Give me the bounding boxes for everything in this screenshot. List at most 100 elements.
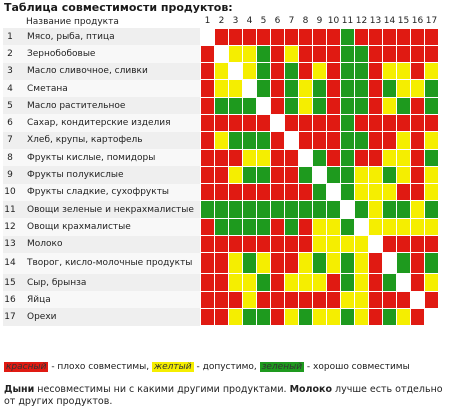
compatibility-cell	[284, 148, 299, 167]
compatibility-cell	[424, 200, 439, 219]
column-number: 5	[260, 16, 267, 27]
compatibility-cell	[312, 131, 327, 150]
compatibility-cell	[354, 96, 369, 115]
column-number: 9	[316, 16, 323, 27]
compatibility-cell	[410, 113, 425, 133]
column-number: 8	[302, 16, 309, 27]
note-melons: Дыни	[4, 384, 35, 395]
compatibility-cell	[354, 200, 369, 219]
compatibility-cell	[284, 217, 299, 237]
compatibility-cell	[424, 183, 439, 202]
compatibility-cell	[270, 200, 285, 219]
compatibility-cell	[200, 131, 215, 150]
compatibility-cell	[228, 79, 243, 98]
compatibility-cell	[270, 79, 285, 98]
compatibility-cell	[242, 113, 257, 133]
column-number: 10	[327, 16, 340, 27]
compatibility-cell	[270, 27, 285, 46]
compatibility-cell	[242, 290, 257, 309]
compatibility-cell	[368, 307, 383, 327]
compatibility-cell	[242, 44, 257, 64]
compatibility-cell	[326, 290, 341, 309]
compatibility-cell	[228, 183, 243, 202]
compatibility-cell	[256, 96, 271, 115]
compatibility-cell	[214, 200, 229, 219]
compatibility-cell	[382, 165, 397, 185]
compatibility-cell	[368, 183, 383, 202]
compatibility-cell	[228, 44, 243, 64]
product-name: Сметана	[17, 79, 201, 98]
compatibility-cell	[284, 131, 299, 150]
legend: красный - плохо совместимы, желтый - доп…	[4, 362, 410, 372]
compatibility-cell	[214, 131, 229, 150]
compatibility-cell	[396, 217, 411, 237]
compatibility-cell	[354, 252, 369, 275]
compatibility-cell	[354, 217, 369, 237]
compatibility-cell	[396, 307, 411, 327]
row-number: 8	[3, 149, 17, 167]
compatibility-table: Название продукта 1 2 3 4 5 6 7 8 9 10 11 12 13 14 15 1…	[3, 15, 439, 327]
table-row: 13 Молоко	[3, 235, 439, 254]
product-name: Фрукты кислые, помидоры	[17, 149, 201, 167]
compatibility-cell	[410, 96, 425, 115]
compatibility-cell	[270, 307, 285, 327]
note-text-1: несовместимы ни с какими другими продукт…	[34, 384, 290, 395]
product-name: Овощи крахмалистые	[17, 218, 201, 236]
compatibility-cell	[270, 217, 285, 237]
column-number: 2	[218, 16, 225, 27]
row-number: 10	[3, 183, 17, 201]
compatibility-cell	[298, 217, 313, 237]
compatibility-cell	[326, 273, 341, 292]
compatibility-cell	[256, 79, 271, 98]
compatibility-cell	[340, 252, 355, 275]
compatibility-cell	[340, 235, 355, 254]
compatibility-cell	[424, 44, 439, 64]
page-title: Таблица совместимости продуктов:	[4, 1, 233, 14]
product-name: Мясо, рыба, птица	[17, 28, 201, 46]
compatibility-cell	[242, 273, 257, 292]
compatibility-cell	[312, 165, 327, 185]
compatibility-cell	[312, 252, 327, 275]
compatibility-cell	[242, 96, 257, 115]
compatibility-cell	[298, 131, 313, 150]
compatibility-cell	[214, 235, 229, 254]
compatibility-cell	[298, 290, 313, 309]
compatibility-cell	[256, 113, 271, 133]
compatibility-cell	[256, 62, 271, 81]
legend-yellow-text: - допустимо,	[193, 362, 257, 372]
compatibility-cell	[298, 113, 313, 133]
product-column-header: Название продукта	[26, 16, 119, 27]
compatibility-cell	[382, 217, 397, 237]
compatibility-cell	[354, 79, 369, 98]
row-number: 6	[3, 114, 17, 132]
compatibility-cell	[242, 131, 257, 150]
row-number: 17	[3, 308, 17, 326]
compatibility-cell	[396, 290, 411, 309]
compatibility-cell	[340, 217, 355, 237]
compatibility-cell	[256, 27, 271, 46]
compatibility-cell	[228, 96, 243, 115]
compatibility-cell	[200, 62, 215, 81]
compatibility-cell	[340, 44, 355, 64]
compatibility-cell	[340, 62, 355, 81]
row-number: 15	[3, 273, 17, 292]
compatibility-cell	[200, 235, 215, 254]
compatibility-cell	[228, 62, 243, 81]
compatibility-cell	[340, 290, 355, 309]
compatibility-cell	[312, 217, 327, 237]
compatibility-cell	[354, 183, 369, 202]
compatibility-cell	[368, 217, 383, 237]
compatibility-cell	[312, 113, 327, 133]
header-row: Название продукта 1 2 3 4 5 6 7 8 9 10 11 12 13 14 15 1…	[3, 15, 439, 28]
compatibility-cell	[340, 273, 355, 292]
compatibility-cell	[410, 307, 425, 327]
compatibility-cell	[354, 307, 369, 327]
compatibility-cell	[298, 200, 313, 219]
product-name: Орехи	[17, 308, 201, 326]
compatibility-cell	[228, 113, 243, 133]
compatibility-cell	[410, 131, 425, 150]
compatibility-cell	[312, 235, 327, 254]
compatibility-cell	[228, 217, 243, 237]
compatibility-cell	[242, 79, 257, 98]
compatibility-cell	[242, 235, 257, 254]
